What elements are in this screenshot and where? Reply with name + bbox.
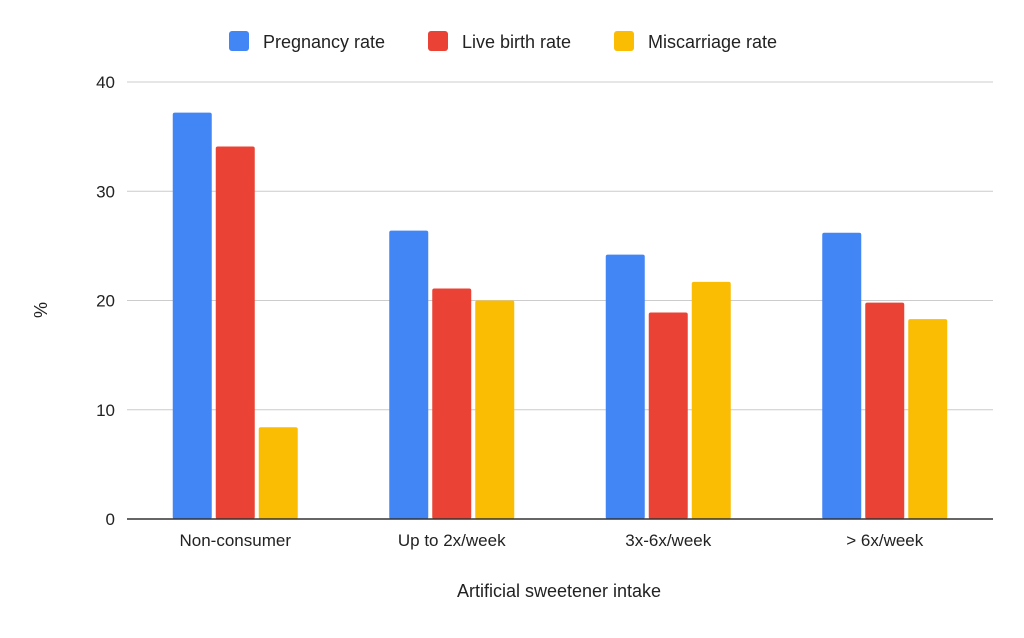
x-tick-label: Up to 2x/week — [398, 531, 506, 550]
legend-label: Miscarriage rate — [648, 32, 777, 52]
legend-swatch — [614, 31, 634, 51]
bar-miscarriage-rate-0 — [258, 427, 298, 519]
x-axis-label: Artificial sweetener intake — [457, 581, 661, 601]
bar-miscarriage-rate-2 — [691, 281, 731, 519]
legend: Pregnancy rate Live birth rate Miscarriage… — [229, 31, 777, 52]
x-tick-label: Non-consumer — [180, 531, 292, 550]
legend-swatch — [229, 31, 249, 51]
x-axis-ticks: Non-consumer Up to 2x/week 3x-6x/week > 6x/… — [180, 531, 924, 550]
y-tick-label: 10 — [96, 401, 115, 420]
bar-live-birth-rate-2 — [648, 312, 688, 519]
bar-miscarriage-rate-3 — [908, 319, 948, 519]
bar-pregnancy-rate-3 — [822, 232, 862, 519]
bar-live-birth-rate-0 — [215, 146, 255, 519]
legend-label: Live birth rate — [462, 32, 571, 52]
y-tick-label: 20 — [96, 292, 115, 311]
y-axis-ticks: 0 10 20 30 40 — [96, 73, 115, 529]
legend-label: Pregnancy rate — [263, 32, 385, 52]
bar-live-birth-rate-1 — [432, 288, 472, 519]
x-tick-label: > 6x/week — [846, 531, 924, 550]
gridlines — [127, 81, 993, 411]
bar-pregnancy-rate-2 — [605, 254, 645, 520]
bar-pregnancy-rate-0 — [172, 112, 212, 519]
y-axis-label: % — [31, 302, 51, 318]
bar-pregnancy-rate-1 — [389, 230, 429, 519]
y-tick-label: 40 — [96, 73, 115, 92]
bar-live-birth-rate-3 — [865, 302, 905, 519]
legend-swatch — [428, 31, 448, 51]
bar-miscarriage-rate-1 — [475, 300, 515, 519]
x-tick-label: 3x-6x/week — [625, 531, 711, 550]
y-tick-label: 30 — [96, 182, 115, 201]
y-tick-label: 0 — [106, 510, 115, 529]
bars-group — [172, 112, 948, 520]
